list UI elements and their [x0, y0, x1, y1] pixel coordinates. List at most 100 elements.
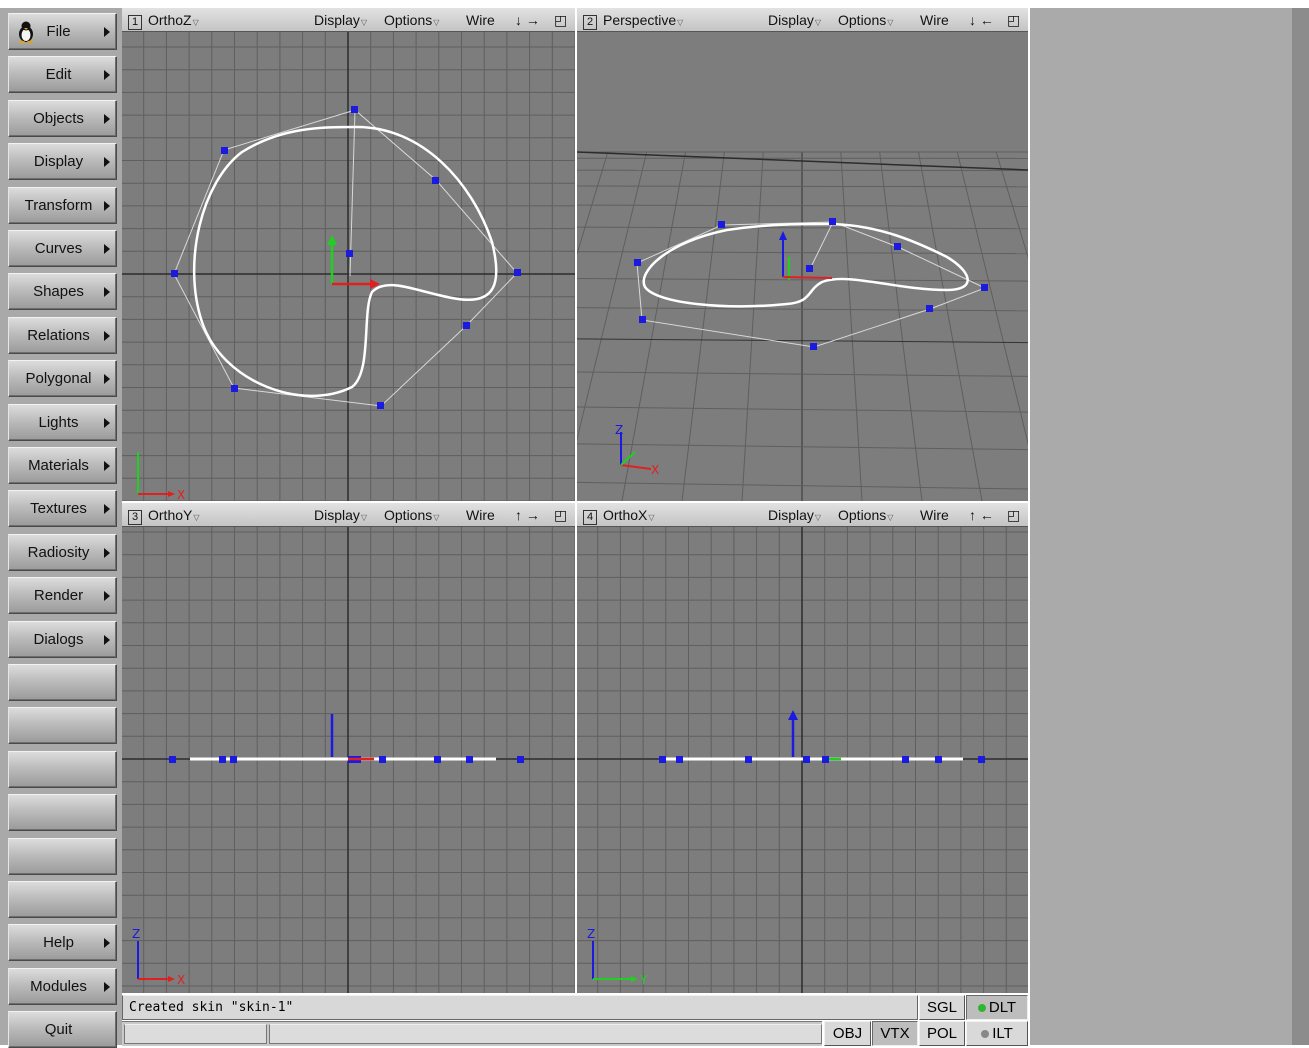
control-point[interactable]: [379, 756, 386, 763]
control-point[interactable]: [935, 756, 942, 763]
view-arrows-icon[interactable]: ↑ ←: [969, 507, 994, 523]
pol-mode-button[interactable]: POL: [919, 1021, 965, 1046]
menu-button-materials[interactable]: Materials: [8, 447, 117, 484]
control-point[interactable]: [822, 756, 829, 763]
control-point[interactable]: [745, 756, 752, 763]
menu-button-polygonal[interactable]: Polygonal: [8, 360, 117, 397]
control-point[interactable]: [171, 270, 178, 277]
control-point[interactable]: [810, 343, 817, 350]
control-point[interactable]: [806, 265, 813, 272]
control-point[interactable]: [894, 243, 901, 250]
control-point[interactable]: [926, 305, 933, 312]
menu-button-edit[interactable]: Edit: [8, 56, 117, 93]
menu-button-file[interactable]: File: [8, 13, 117, 50]
menu-button-display[interactable]: Display: [8, 143, 117, 180]
control-point[interactable]: [377, 402, 384, 409]
menu-button-render[interactable]: Render: [8, 577, 117, 614]
control-point[interactable]: [219, 756, 226, 763]
control-point[interactable]: [634, 259, 641, 266]
control-point[interactable]: [463, 322, 470, 329]
display-menu[interactable]: Display▽: [768, 12, 821, 28]
control-point[interactable]: [432, 177, 439, 184]
menu-button-empty-19[interactable]: [8, 838, 117, 875]
menu-button-empty-20[interactable]: [8, 881, 117, 918]
options-menu[interactable]: Options▽: [838, 507, 893, 523]
control-point[interactable]: [514, 269, 521, 276]
viewport-canvas[interactable]: Z Y: [577, 527, 1028, 993]
shading-mode[interactable]: Wire: [466, 507, 495, 523]
view-arrows-icon[interactable]: ↓ →: [515, 12, 540, 28]
shading-mode[interactable]: Wire: [920, 12, 949, 28]
menu-button-textures[interactable]: Textures: [8, 490, 117, 527]
control-point[interactable]: [351, 106, 358, 113]
obj-mode-button[interactable]: OBJ: [824, 1021, 871, 1046]
menu-button-radiosity[interactable]: Radiosity: [8, 534, 117, 571]
maximize-icon[interactable]: ◰: [1007, 12, 1020, 29]
control-point[interactable]: [466, 756, 473, 763]
sgl-toggle[interactable]: SGL: [919, 995, 965, 1020]
transform-gizmo[interactable]: [327, 235, 380, 289]
menu-button-dialogs[interactable]: Dialogs: [8, 621, 117, 658]
ilt-toggle[interactable]: ILT: [966, 1021, 1028, 1046]
view-arrows-icon[interactable]: ↓ ←: [969, 12, 994, 28]
control-point[interactable]: [902, 756, 909, 763]
control-point[interactable]: [981, 284, 988, 291]
control-points[interactable]: [171, 106, 521, 409]
control-point[interactable]: [639, 316, 646, 323]
menu-button-transform[interactable]: Transform: [8, 187, 117, 224]
display-menu[interactable]: Display▽: [768, 507, 821, 523]
shading-mode[interactable]: Wire: [466, 12, 495, 28]
control-point[interactable]: [221, 147, 228, 154]
menu-button-empty-18[interactable]: [8, 794, 117, 831]
display-menu[interactable]: Display▽: [314, 507, 367, 523]
menu-button-empty-16[interactable]: [8, 707, 117, 744]
viewport-canvas[interactable]: Z X: [122, 527, 575, 993]
control-point[interactable]: [231, 385, 238, 392]
control-point[interactable]: [169, 756, 176, 763]
menu-button-lights[interactable]: Lights: [8, 404, 117, 441]
control-point[interactable]: [346, 250, 353, 257]
nurbs-curve[interactable]: [194, 127, 496, 396]
control-point[interactable]: [517, 756, 524, 763]
control-point[interactable]: [978, 756, 985, 763]
control-point[interactable]: [659, 756, 666, 763]
menu-button-relations[interactable]: Relations: [8, 317, 117, 354]
view-arrows-icon[interactable]: ↑ →: [515, 507, 540, 523]
menu-button-empty-17[interactable]: [8, 751, 117, 788]
control-point[interactable]: [829, 218, 836, 225]
menu-button-help[interactable]: Help: [8, 924, 117, 961]
dropdown-icon: ▽: [887, 18, 893, 27]
menu-button-empty-15[interactable]: [8, 664, 117, 701]
maximize-icon[interactable]: ◰: [1007, 507, 1020, 524]
menu-button-quit[interactable]: Quit: [8, 1011, 117, 1048]
menu-button-curves[interactable]: Curves: [8, 230, 117, 267]
vtx-mode-button[interactable]: VTX: [872, 1021, 918, 1046]
shading-mode[interactable]: Wire: [920, 507, 949, 523]
control-point[interactable]: [676, 756, 683, 763]
options-menu[interactable]: Options▽: [384, 12, 439, 28]
menu-button-objects[interactable]: Objects: [8, 100, 117, 137]
control-point[interactable]: [803, 756, 810, 763]
options-menu[interactable]: Options▽: [838, 12, 893, 28]
viewport-canvas[interactable]: X: [122, 32, 575, 501]
dlt-toggle[interactable]: DLT: [966, 995, 1028, 1020]
control-point[interactable]: [434, 756, 441, 763]
viewport-canvas[interactable]: Z X: [577, 32, 1028, 501]
control-point[interactable]: [718, 221, 725, 228]
maximize-icon[interactable]: ◰: [554, 12, 567, 29]
menu-button-shapes[interactable]: Shapes: [8, 273, 117, 310]
options-menu[interactable]: Options▽: [384, 507, 439, 523]
control-point[interactable]: [230, 756, 237, 763]
menu-button-modules[interactable]: Modules: [8, 968, 117, 1005]
transform-gizmo[interactable]: [788, 710, 841, 759]
display-menu[interactable]: Display▽: [314, 12, 367, 28]
maximize-icon[interactable]: ◰: [554, 507, 567, 524]
